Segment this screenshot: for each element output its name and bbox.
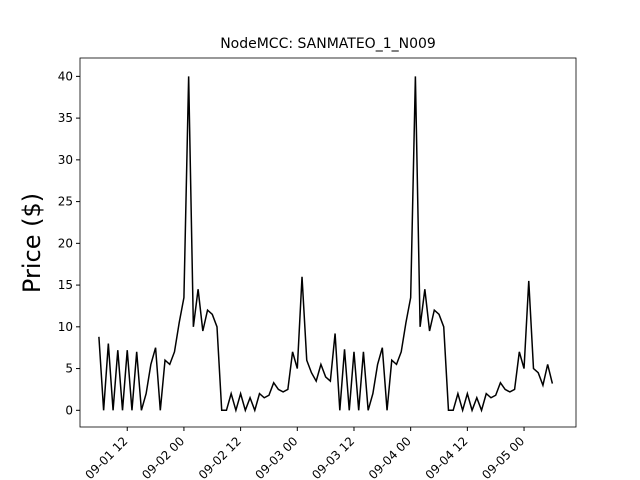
data-line: [98, 76, 554, 414]
x-tick-label: 09-04 00: [366, 434, 414, 480]
x-tick-label: 09-02 12: [196, 434, 244, 480]
x-tick-label: 09-05 00: [479, 434, 527, 480]
x-tick-label: 09-04 12: [423, 434, 471, 480]
y-tick-label: 5: [65, 362, 73, 376]
x-tick-label: 09-03 00: [253, 434, 301, 480]
y-tick-label: 40: [58, 69, 73, 83]
y-tick-label: 30: [58, 153, 73, 167]
y-tick-label: 0: [65, 403, 73, 417]
y-tick-label: 20: [58, 236, 73, 250]
y-tick-label: 10: [58, 320, 73, 334]
x-tick-label: 09-01 12: [82, 434, 130, 480]
x-tick-label: 09-03 12: [309, 434, 357, 480]
x-tick-label: 09-02 00: [139, 434, 187, 480]
plot-frame: [79, 57, 577, 428]
chart-title: NodeMCC: SANMATEO_1_N009: [220, 36, 436, 52]
y-axis-label: Price ($): [18, 193, 46, 293]
y-tick-label: 15: [58, 278, 73, 292]
y-tick-label: 25: [58, 195, 73, 209]
y-tick-label: 35: [58, 111, 73, 125]
